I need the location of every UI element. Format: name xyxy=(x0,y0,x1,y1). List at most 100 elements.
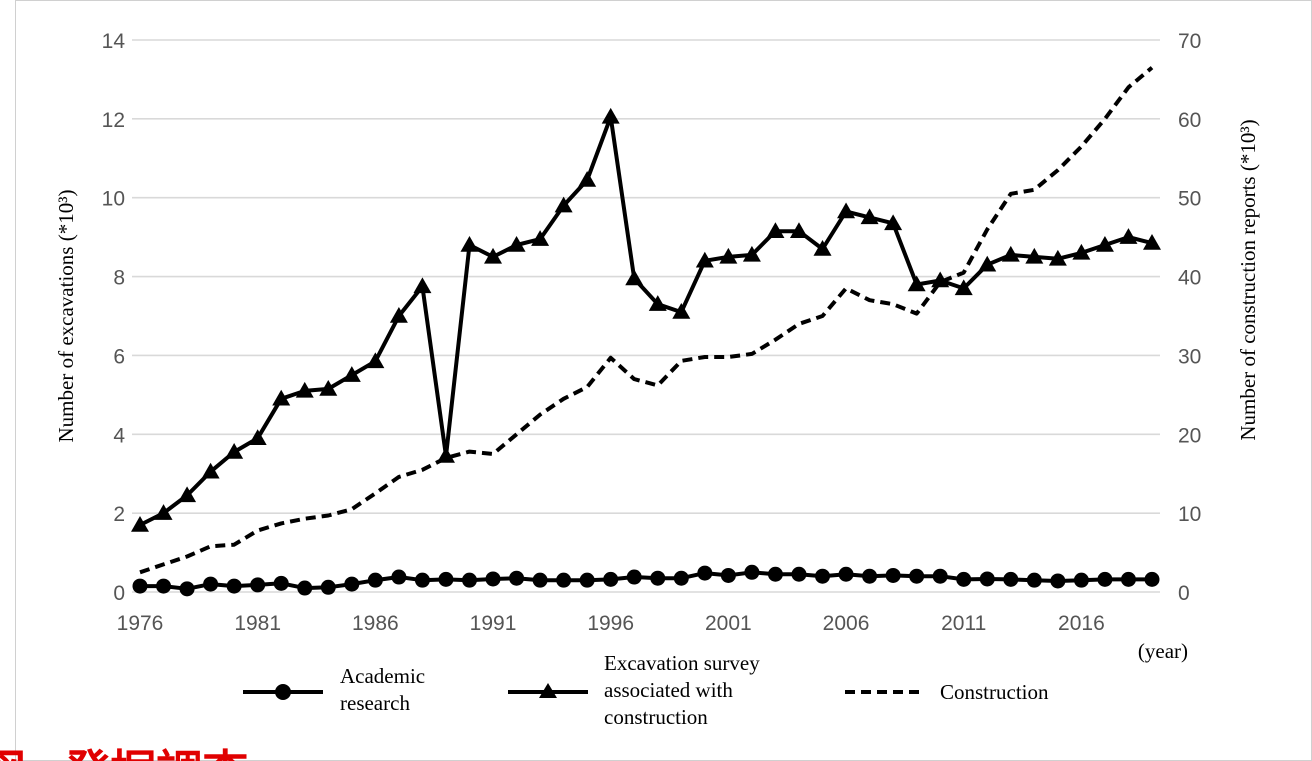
x-tick-label: 1976 xyxy=(117,612,164,635)
data-point xyxy=(1072,243,1091,260)
data-point xyxy=(273,575,289,591)
series-layer xyxy=(131,66,1161,597)
series-line-excavation-survey-associated-with-construction xyxy=(139,114,1153,527)
data-point xyxy=(1026,572,1042,588)
right-tick-label: 60 xyxy=(1178,109,1201,132)
right-tick-label: 40 xyxy=(1178,267,1201,290)
data-point xyxy=(1097,571,1113,587)
x-tick-label: 2006 xyxy=(823,612,870,635)
data-point xyxy=(226,578,242,594)
x-tick-label: 1991 xyxy=(470,612,517,635)
data-point xyxy=(862,568,878,584)
right-axis-ticks: 0 10 20 30 40 50 60 70 xyxy=(1178,30,1201,605)
data-point xyxy=(907,275,926,292)
right-tick-label: 70 xyxy=(1178,30,1201,53)
x-tick-label: 2011 xyxy=(941,612,986,635)
data-point xyxy=(744,564,760,580)
legend: Academic research Excavation survey asso… xyxy=(243,651,1049,729)
data-point xyxy=(1001,245,1020,262)
data-point xyxy=(272,389,291,406)
data-point xyxy=(1143,234,1161,250)
data-point xyxy=(156,578,172,594)
series-line-construction xyxy=(139,66,1154,575)
right-tick-label: 30 xyxy=(1178,345,1201,368)
data-point xyxy=(837,202,856,219)
right-tick-label: 50 xyxy=(1178,188,1201,211)
data-point xyxy=(248,429,267,445)
data-point xyxy=(626,569,642,585)
right-tick-label: 0 xyxy=(1178,582,1190,605)
data-point xyxy=(601,107,620,124)
data-point xyxy=(438,571,454,587)
data-point xyxy=(648,295,667,311)
data-point xyxy=(179,581,195,597)
data-point xyxy=(556,572,572,588)
data-point xyxy=(884,214,903,231)
legend-item-academic-research: Academic research xyxy=(243,664,425,715)
data-point xyxy=(1003,571,1019,587)
left-axis-ticks: 0 2 4 6 8 10 12 14 xyxy=(102,30,126,605)
data-point xyxy=(297,580,313,596)
data-point xyxy=(295,381,314,398)
left-tick-label: 0 xyxy=(113,582,125,605)
data-point xyxy=(131,515,149,532)
data-point xyxy=(579,572,595,588)
data-point xyxy=(650,570,666,586)
right-axis-title: Number of construction reports (*10³) xyxy=(1236,119,1260,440)
left-tick-label: 14 xyxy=(102,30,126,53)
x-tick-label: 1986 xyxy=(352,612,399,635)
data-point xyxy=(978,255,997,272)
data-point xyxy=(885,567,901,583)
data-point xyxy=(815,568,831,584)
data-point xyxy=(532,572,548,588)
x-tick-label: 1981 xyxy=(234,612,281,635)
data-point xyxy=(178,486,197,503)
data-point xyxy=(931,271,950,288)
data-point xyxy=(789,222,808,238)
data-point xyxy=(909,568,925,584)
data-point xyxy=(578,170,597,187)
data-point xyxy=(1048,249,1067,266)
overlay-red-caption: 図 . 発掘調査 xyxy=(0,746,248,761)
data-point xyxy=(673,570,689,586)
series-construction xyxy=(139,66,1154,575)
legend-excavation-label-line1: Excavation survey xyxy=(604,651,760,675)
legend-item-excavation-survey: Excavation survey associated with constr… xyxy=(508,651,760,729)
legend-academic-label-line1: Academic xyxy=(340,664,425,688)
legend-academic-label-line2: research xyxy=(340,691,410,715)
data-point xyxy=(250,577,266,593)
data-point xyxy=(791,566,807,582)
data-point xyxy=(813,239,832,256)
data-point xyxy=(1119,228,1138,244)
data-point xyxy=(838,566,854,582)
data-point xyxy=(956,571,972,587)
gridlines xyxy=(132,39,1160,593)
series-excavation-survey-associated-with-construction xyxy=(131,107,1161,532)
data-point xyxy=(225,443,244,459)
data-point xyxy=(509,570,525,586)
data-point xyxy=(391,569,407,585)
data-point xyxy=(1073,572,1089,588)
x-tick-label: 1996 xyxy=(587,612,634,635)
data-point xyxy=(413,277,432,294)
data-point xyxy=(485,571,501,587)
data-point xyxy=(1120,571,1136,587)
data-point xyxy=(507,236,526,252)
left-tick-label: 10 xyxy=(102,188,125,211)
data-point xyxy=(132,578,148,594)
legend-construction-label: Construction xyxy=(940,680,1049,704)
data-point xyxy=(484,247,503,264)
x-tick-label: 2016 xyxy=(1058,612,1105,635)
right-tick-label: 10 xyxy=(1178,503,1201,526)
data-point xyxy=(1095,236,1114,252)
data-point xyxy=(625,269,644,286)
data-point xyxy=(979,571,995,587)
data-point xyxy=(461,572,477,588)
data-point xyxy=(1144,571,1160,587)
legend-item-construction: Construction xyxy=(845,680,1049,704)
data-point xyxy=(720,567,736,583)
data-point xyxy=(766,222,785,238)
left-tick-label: 8 xyxy=(113,267,125,290)
data-point xyxy=(319,379,338,396)
